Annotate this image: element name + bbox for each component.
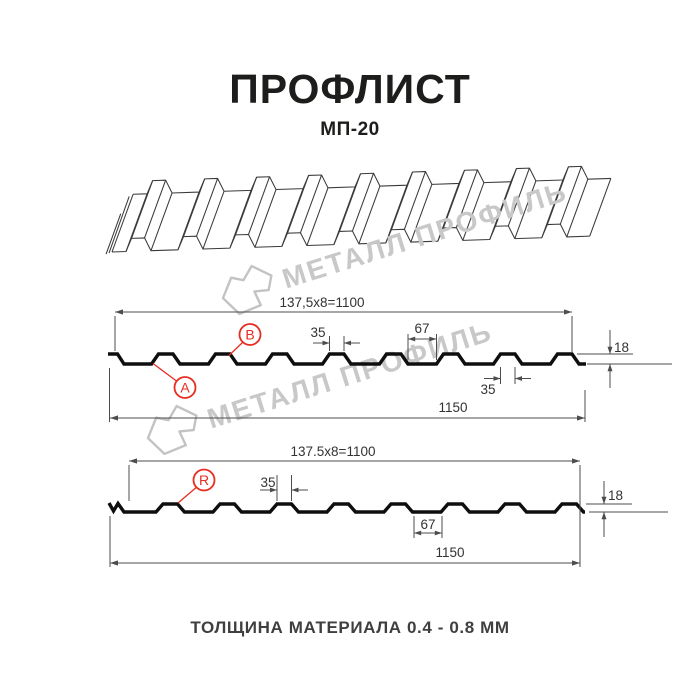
dim-label: 35 (310, 325, 325, 340)
profile-top-outline (108, 352, 586, 366)
dim-crest-top: 35 (310, 325, 360, 351)
sheet-3d-line (566, 179, 589, 238)
marker-b-letter: B (245, 327, 254, 343)
dim-valley-top: 67 (407, 321, 437, 360)
sheet-3d-line (410, 184, 433, 243)
sheet-3d-line (202, 191, 225, 250)
dim-height-bottom: 18 (586, 481, 668, 537)
dim-crest-bottom: 35 (260, 475, 308, 501)
dim-label: 67 (420, 517, 435, 532)
marker-b-circle (238, 323, 262, 346)
sheet-3d-line (254, 189, 277, 248)
sheet-3d-line (108, 196, 130, 254)
sheet-3d-line (183, 178, 206, 237)
dim-valley-bottom: 67 (413, 516, 443, 538)
dim-label: 18 (608, 488, 623, 503)
sheet-3d-line (111, 223, 590, 253)
metall-profil-logo-icon (221, 264, 273, 316)
dim-label: 18 (614, 340, 629, 355)
sheet-3d-line (338, 173, 362, 232)
profile-bottom-outline (107, 500, 585, 515)
dim-label: 1150 (435, 545, 464, 560)
sheet-3d-line (589, 178, 612, 237)
sheet-3d-line (150, 192, 173, 251)
sheet-3d-line (507, 167, 530, 227)
sheet-3d-line (144, 180, 167, 239)
marker-a: A (152, 362, 197, 399)
sheet-3d-line (455, 169, 478, 228)
marker-r-circle (192, 468, 216, 492)
profile-model-subtitle: МП-20 (320, 119, 380, 140)
dim-module-top: 137,5x8=1100 (114, 295, 573, 353)
sheet-3d-line (514, 180, 537, 239)
sheet-3d-line (306, 187, 329, 246)
dim-label: 1150 (438, 400, 467, 415)
sheet-3d-line (390, 171, 414, 230)
sheet-3d-line (111, 194, 134, 253)
sheet-3d-line (299, 174, 323, 233)
dim-label: 67 (414, 321, 429, 336)
sheet-3d-line (403, 171, 426, 230)
sheet-3d-line (133, 165, 611, 195)
sheet-3d-line (248, 176, 271, 235)
dim-module-bottom: 137.5x8=1100 (128, 444, 581, 567)
material-thickness-note: ТОЛЩИНА МАТЕРИАЛА 0.4 - 0.8 ММ (190, 618, 510, 637)
sheet-3d-line (235, 176, 258, 236)
dim-overall-bottom: 1150 (109, 516, 580, 567)
marker-a-letter: A (180, 380, 190, 396)
marker-a-circle (173, 376, 197, 399)
dim-label: 35 (480, 382, 495, 397)
sheet-3d-line (105, 213, 122, 255)
metall-profil-logo-icon (146, 404, 198, 456)
profile-bottom-section: 137.5x8=1100 35 67 (107, 444, 668, 567)
page-title: ПРОФЛИСТ (229, 66, 471, 112)
sheet-3d-line (546, 166, 569, 225)
sheet-3d-line (358, 185, 381, 244)
dim-label: 137,5x8=1100 (280, 295, 365, 310)
sheet-3d-line (196, 178, 219, 237)
sheet-3d-line (286, 175, 310, 234)
isometric-sheet-drawing (105, 165, 612, 255)
marker-r: R (177, 468, 216, 504)
sheet-3d-line (442, 170, 465, 229)
sheet-3d-line (559, 166, 582, 225)
sheet-3d-line (462, 182, 485, 241)
sheet-3d-line (131, 180, 154, 239)
marker-b: B (228, 323, 262, 356)
dim-height-top: 18 (577, 330, 672, 388)
dim-overall-top: 1150 (109, 368, 586, 422)
dim-label: 35 (260, 475, 275, 490)
dim-label: 137.5x8=1100 (291, 444, 376, 459)
marker-r-letter: R (199, 472, 209, 488)
dim-crest-top-lower: 35 (480, 367, 531, 397)
profile-top-section: 137,5x8=1100 35 67 (108, 295, 672, 422)
sheet-3d-line (351, 173, 375, 232)
sheet-3d-line (494, 168, 517, 227)
